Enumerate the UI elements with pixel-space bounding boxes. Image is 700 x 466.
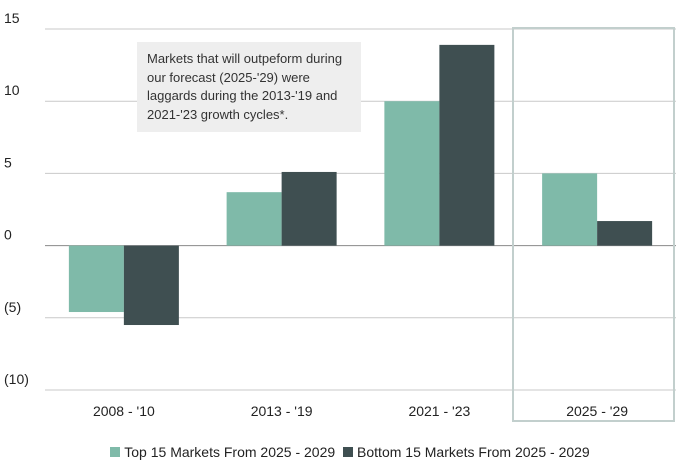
y-axis-ticks: 15 10 5 0 (5) (10) [4,10,29,387]
annotation-text: Markets that will outpeform during our f… [147,51,343,122]
x-tick-label: 2021 - '23 [408,403,470,419]
forecast-highlight-box [512,27,675,422]
legend-swatch-top15 [110,447,121,457]
y-tick-label: 5 [4,154,12,170]
bar-top15-2 [384,101,440,246]
annotation-box: Markets that will outpeform during our f… [137,42,361,132]
y-tick-label: (10) [4,371,29,387]
y-tick-label: 10 [4,82,20,98]
legend: Top 15 Markets From 2025 - 2029 Bottom 1… [0,444,700,460]
bars [68,44,653,326]
bar-chart: 15 10 5 0 (5) (10) 2008 - '10 2013 - '19 2021 -… [4,10,676,422]
x-tick-label: 2013 - '19 [251,403,313,419]
bar-top15-3 [542,173,598,246]
legend-swatch-bottom15 [343,447,354,457]
y-tick-label: (5) [4,299,21,315]
legend-label-top15: Top 15 Markets From 2025 - 2029 [124,444,336,460]
y-tick-label: 15 [4,10,20,26]
legend-label-bottom15: Bottom 15 Markets From 2025 - 2029 [357,444,590,460]
x-axis-ticks: 2008 - '10 2013 - '19 2021 - '23 2025 - '29 [93,403,628,419]
forecast-highlight-group [512,27,675,422]
x-tick-label: 2025 - '29 [566,403,628,419]
y-tick-label: 0 [4,227,12,243]
legend-item-top15: Top 15 Markets From 2025 - 2029 [110,444,335,460]
bar-bottom15-1 [281,171,337,246]
bar-bottom15-3 [597,221,653,246]
legend-item-bottom15: Bottom 15 Markets From 2025 - 2029 [343,444,590,460]
bar-top15-1 [226,192,282,246]
bar-bottom15-2 [439,44,495,246]
bar-top15-0 [68,245,124,313]
bar-bottom15-0 [123,245,179,326]
x-tick-label: 2008 - '10 [93,403,155,419]
